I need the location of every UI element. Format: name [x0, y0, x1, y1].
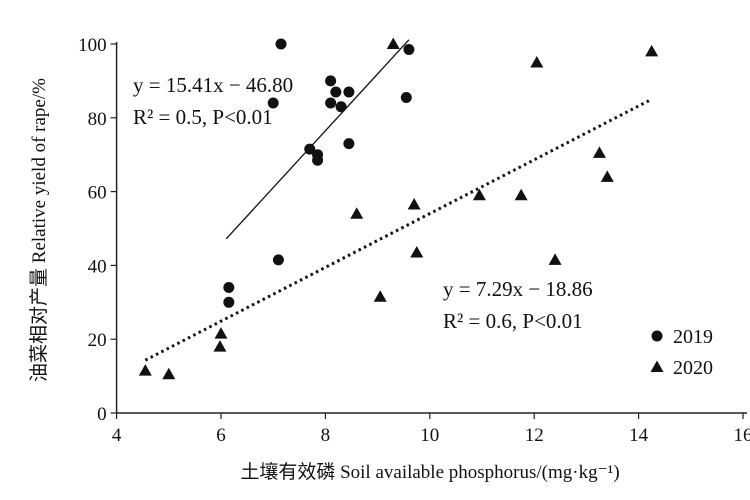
x-tick-label: 4: [112, 425, 122, 446]
y-tick-label: 80: [88, 109, 107, 130]
y-axis-label: 油菜相对产量 Relative yield of rape/%: [28, 78, 50, 382]
legend-label-2020: 2020: [673, 357, 713, 379]
data-point-2020: [350, 207, 364, 219]
data-point-2019: [343, 86, 355, 98]
data-point-2020: [214, 327, 228, 339]
y-tick-label: 40: [88, 256, 107, 277]
data-point-2020: [472, 188, 486, 201]
data-point-2019: [272, 254, 284, 266]
data-point-2020: [592, 146, 606, 158]
data-point-2019: [330, 86, 342, 98]
data-point-2020: [162, 367, 176, 380]
data-point-2020: [386, 37, 400, 49]
data-point-2020: [373, 290, 387, 302]
x-tick-label: 10: [420, 425, 439, 446]
fit-equation-2019: y = 15.41x − 46.80: [133, 73, 293, 97]
data-point-2019: [403, 44, 415, 56]
data-point-2020: [138, 364, 152, 376]
data-point-2019: [343, 138, 355, 150]
legend-label-2019: 2019: [673, 326, 713, 348]
y-tick-label: 60: [88, 183, 107, 204]
legend-marker-2020: [650, 360, 664, 372]
y-tick-label: 100: [78, 35, 107, 56]
fit-line-2020: [144, 97, 653, 362]
x-tick-label: 14: [629, 425, 649, 446]
data-point-2019: [400, 92, 412, 104]
y-tick-label: 20: [88, 330, 107, 351]
data-point-2019: [267, 97, 279, 109]
x-axis-label: 土壤有效磷 Soil available phosphorus/(mg·kg⁻¹…: [240, 461, 619, 483]
x-tick-label: 12: [525, 425, 544, 446]
data-point-2020: [410, 245, 424, 258]
data-point-2019: [335, 101, 347, 113]
data-point-2020: [548, 253, 562, 265]
data-point-2020: [213, 340, 227, 352]
fit-equation-2020: y = 7.29x − 18.86: [443, 277, 593, 301]
data-point-2019: [223, 282, 235, 294]
data-point-2020: [645, 44, 659, 57]
data-point-2020: [407, 198, 421, 210]
data-point-2019: [312, 154, 324, 166]
data-point-2019: [325, 97, 337, 109]
data-point-2019: [304, 143, 316, 155]
y-tick-label: 0: [97, 404, 107, 425]
x-tick-label: 8: [321, 425, 331, 446]
x-tick-label: 16: [734, 425, 750, 446]
data-point-2020: [514, 188, 528, 201]
data-point-2019: [275, 38, 287, 50]
fit-stats-2020: R² = 0.6, P<0.01: [443, 309, 583, 333]
data-point-2020: [530, 55, 544, 68]
fit-stats-2019: R² = 0.5, P<0.01: [133, 105, 273, 129]
data-point-2019: [223, 296, 235, 308]
x-tick-label: 6: [216, 425, 226, 446]
legend-marker-2019: [651, 330, 663, 342]
data-point-2019: [325, 75, 337, 87]
data-point-2020: [600, 170, 614, 182]
fit-line-2019: [225, 39, 410, 240]
